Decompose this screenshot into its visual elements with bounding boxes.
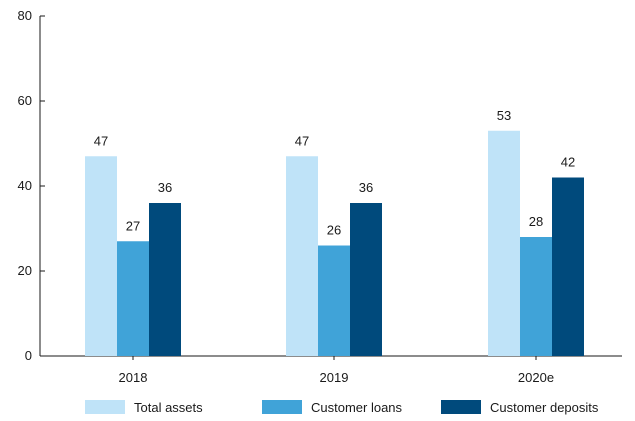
y-tick-label: 20 — [18, 263, 32, 278]
value-label: 47 — [295, 133, 309, 148]
bar-customer-deposits-2019 — [350, 203, 382, 356]
legend-item-customer-loans: Customer loans — [262, 400, 403, 415]
bar-total-assets-2018 — [85, 156, 117, 356]
value-label: 28 — [529, 214, 543, 229]
value-label: 36 — [158, 180, 172, 195]
bar-total-assets-2019 — [286, 156, 318, 356]
legend-item-total-assets: Total assets — [85, 400, 203, 415]
legend-label: Customer deposits — [490, 400, 599, 415]
value-label: 27 — [126, 218, 140, 233]
legend: Total assets Customer loans Customer depos… — [85, 400, 599, 415]
x-tick-label-2019: 2019 — [320, 370, 349, 385]
legend-swatch — [262, 400, 302, 414]
legend-label: Total assets — [134, 400, 203, 415]
value-label: 42 — [561, 155, 575, 170]
bar-customer-loans-2019 — [318, 245, 350, 356]
legend-item-customer-deposits: Customer deposits — [441, 400, 599, 415]
bar-total-assets-2020e — [488, 130, 520, 356]
legend-swatch — [85, 400, 125, 414]
legend-label: Customer loans — [311, 400, 403, 415]
y-tick-label: 0 — [25, 348, 32, 363]
x-tick-label-2018: 2018 — [119, 370, 148, 385]
y-tick-label: 80 — [18, 8, 32, 23]
bars: 47 27 36 47 26 36 53 28 42 — [85, 108, 584, 356]
bar-customer-deposits-2020e — [552, 177, 584, 356]
value-label: 53 — [497, 108, 511, 123]
value-label: 36 — [359, 180, 373, 195]
bar-customer-loans-2018 — [117, 241, 149, 356]
legend-swatch — [441, 400, 481, 414]
y-tick-label: 60 — [18, 93, 32, 108]
bar-customer-loans-2020e — [520, 237, 552, 356]
y-tick-label: 40 — [18, 178, 32, 193]
x-tick-label-2020e: 2020e — [518, 370, 554, 385]
value-label: 47 — [94, 133, 108, 148]
bar-customer-deposits-2018 — [149, 203, 181, 356]
value-label: 26 — [327, 223, 341, 238]
